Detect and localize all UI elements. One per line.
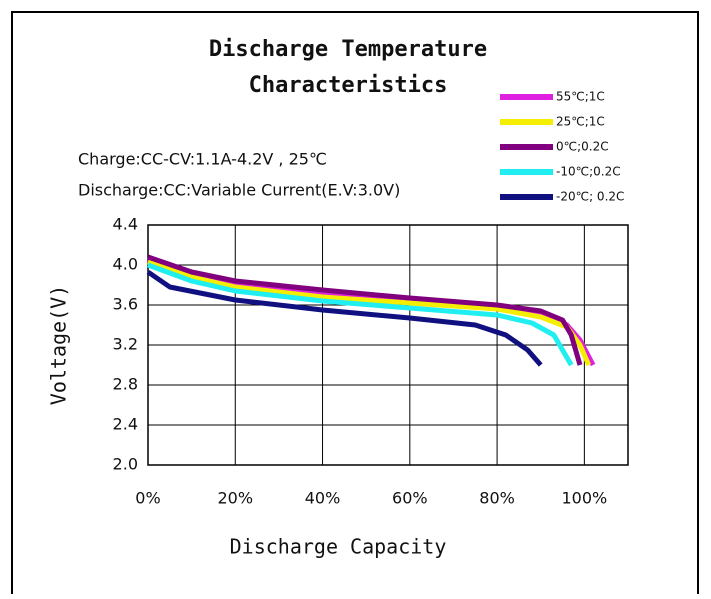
legend-label: 25℃;1C xyxy=(556,115,605,129)
plot-border xyxy=(147,224,629,466)
x-tick-label: 20% xyxy=(217,489,253,508)
chart-title: Characteristics xyxy=(249,73,448,98)
x-tick-label: 80% xyxy=(479,489,515,508)
data-line xyxy=(146,269,543,367)
chart-title: Discharge Temperature xyxy=(209,37,487,62)
data-line xyxy=(147,262,574,367)
y-tick-label: 2.8 xyxy=(113,375,138,394)
y-axis-label: Voltage(V) xyxy=(47,285,71,405)
x-tick-label: 100% xyxy=(561,489,607,508)
x-tick-label: 0% xyxy=(135,489,160,508)
legend-label: -10℃;0.2C xyxy=(556,165,621,179)
y-tick-label: 4.0 xyxy=(113,255,138,274)
annotation: Discharge:CC:Variable Current(E.V:3.0V) xyxy=(78,181,400,200)
x-tick-label: 40% xyxy=(305,489,341,508)
legend-label: 0℃;0.2C xyxy=(556,140,609,154)
legend-label: -20℃; 0.2C xyxy=(556,190,624,204)
x-axis-label: Discharge Capacity xyxy=(230,535,447,559)
x-tick-label: 60% xyxy=(392,489,428,508)
y-tick-label: 2.4 xyxy=(113,415,138,434)
y-tick-label: 3.2 xyxy=(113,335,138,354)
data-line xyxy=(147,254,583,366)
annotation: Charge:CC-CV:1.1A-4.2V , 25℃ xyxy=(78,150,327,169)
frame xyxy=(11,11,699,594)
y-tick-label: 2.0 xyxy=(113,455,138,474)
y-tick-label: 3.6 xyxy=(113,295,138,314)
y-tick-label: 4.4 xyxy=(113,215,138,234)
legend-label: 55℃;1C xyxy=(556,90,605,104)
